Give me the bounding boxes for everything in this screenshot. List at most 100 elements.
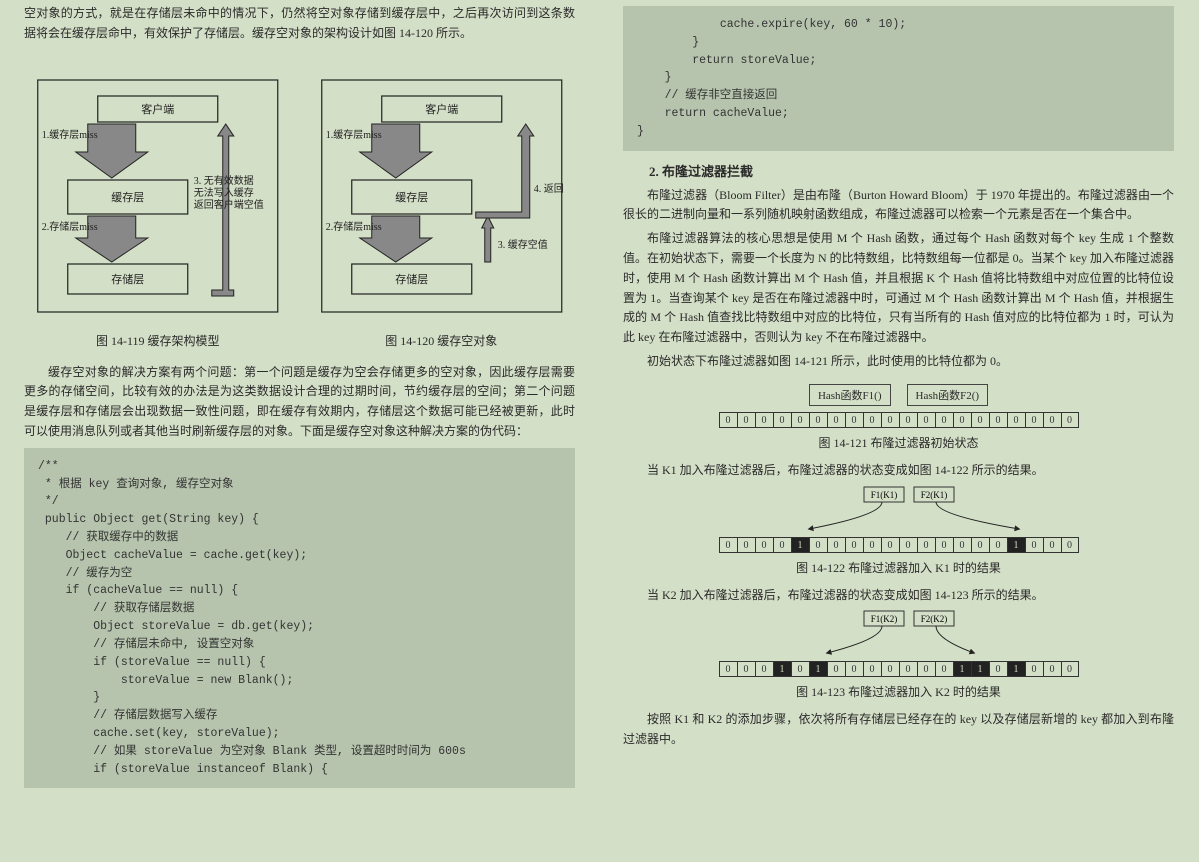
bit-cell: 0	[989, 661, 1007, 677]
bit-cell: 1	[1007, 661, 1025, 677]
annot: 3. 缓存空值	[497, 238, 547, 251]
section-heading: 2. 布隆过滤器拦截	[623, 161, 1174, 180]
bit-cell: 0	[917, 661, 935, 677]
bit-cell: 0	[827, 537, 845, 553]
bit-cell: 0	[971, 412, 989, 428]
box-label: 客户端	[141, 102, 174, 116]
figure-caption: 图 14-119 缓存架构模型	[24, 332, 292, 349]
bit-cell: 1	[773, 661, 791, 677]
paragraph: 当 K2 加入布隆过滤器后，布隆过滤器的状态变成如图 14-123 所示的结果。	[623, 586, 1174, 606]
annot: 1.缓存层miss	[325, 128, 381, 141]
bit-cell: 0	[899, 412, 917, 428]
bit-cell: 0	[917, 537, 935, 553]
bit-cell: 0	[791, 412, 809, 428]
bit-cell: 0	[863, 412, 881, 428]
bit-cell: 0	[755, 412, 773, 428]
bit-cell: 0	[1061, 412, 1079, 428]
annot: 4. 返回	[533, 183, 563, 195]
paragraph: 布隆过滤器算法的核心思想是使用 M 个 Hash 函数，通过每个 Hash 函数…	[623, 229, 1174, 348]
bit-cell: 0	[881, 412, 899, 428]
annot: 2.存储层miss	[325, 220, 381, 233]
box-label: 缓存层	[395, 190, 428, 204]
bit-cell: 0	[719, 661, 737, 677]
bit-cell: 0	[755, 537, 773, 553]
bit-cell: 0	[1061, 537, 1079, 553]
bit-cell: 0	[809, 537, 827, 553]
bit-cell: 0	[1061, 661, 1079, 677]
paragraph: 初始状态下布隆过滤器如图 14-121 所示，此时使用的比特位都为 0。	[623, 352, 1174, 372]
bit-cell: 1	[791, 537, 809, 553]
bit-cell: 0	[899, 537, 917, 553]
annot: 2.存储层miss	[42, 220, 98, 233]
bit-cell: 0	[1007, 412, 1025, 428]
bloom-arrows-122: F1(K1) F2(K1)	[719, 485, 1079, 533]
bit-cell: 0	[737, 412, 755, 428]
bit-cell: 0	[917, 412, 935, 428]
bitarray-123: 00010100000001101000	[623, 661, 1174, 677]
diagram-14-119: 客户端 缓存层 存储层 1.缓存层miss 2.存储层miss 3. 无有效数据…	[24, 52, 292, 359]
paragraph: 当 K1 加入布隆过滤器后，布隆过滤器的状态变成如图 14-122 所示的结果。	[623, 461, 1174, 481]
figure-caption: 图 14-123 布隆过滤器加入 K2 时的结果	[623, 683, 1174, 700]
bit-cell: 0	[1025, 412, 1043, 428]
figure-caption: 图 14-121 布隆过滤器初始状态	[623, 434, 1174, 451]
bit-cell: 1	[1007, 537, 1025, 553]
bit-cell: 0	[881, 537, 899, 553]
bit-cell: 0	[737, 537, 755, 553]
bitarray-122: 00001000000000001000	[623, 537, 1174, 553]
bit-cell: 0	[863, 537, 881, 553]
bit-cell: 0	[845, 537, 863, 553]
bit-cell: 0	[953, 412, 971, 428]
page-left: 空对象的方式，就是在存储层未命中的情况下，仍然将空对象存储到缓存层中，之后再次访…	[0, 0, 599, 862]
paragraph: 空对象的方式，就是在存储层未命中的情况下，仍然将空对象存储到缓存层中，之后再次访…	[24, 4, 575, 44]
bit-cell: 0	[791, 661, 809, 677]
bit-cell: 0	[971, 537, 989, 553]
annot: 无法写入缓存	[194, 186, 254, 199]
bit-cell: 0	[935, 412, 953, 428]
bit-cell: 0	[881, 661, 899, 677]
annot: 返回客户端空值	[194, 198, 264, 211]
bit-cell: 0	[953, 537, 971, 553]
bit-cell: 0	[1043, 661, 1061, 677]
bit-cell: 0	[737, 661, 755, 677]
box-label: 缓存层	[111, 190, 144, 204]
bit-cell: 0	[899, 661, 917, 677]
box-label: 存储层	[395, 272, 428, 286]
bit-cell: 0	[935, 537, 953, 553]
page-right: cache.expire(key, 60 * 10); } return sto…	[599, 0, 1198, 862]
hashbox: Hash函数F1()	[809, 384, 891, 406]
bit-cell: 0	[989, 412, 1007, 428]
svg-text:F2(K1): F2(K1)	[920, 490, 947, 500]
box-label: 客户端	[425, 102, 458, 116]
bit-cell: 0	[1043, 537, 1061, 553]
svg-text:F1(K2): F1(K2)	[870, 614, 897, 624]
bit-cell: 0	[719, 537, 737, 553]
bit-cell: 0	[989, 537, 1007, 553]
paragraph: 布隆过滤器（Bloom Filter）是由布隆（Burton Howard Bl…	[623, 186, 1174, 226]
annot: 3. 无有效数据	[194, 174, 254, 187]
bloom-arrows-123: F1(K2) F2(K2)	[719, 609, 1079, 657]
bitarray-121: 00000000000000000000	[623, 412, 1174, 428]
bit-cell: 1	[809, 661, 827, 677]
bit-cell: 0	[935, 661, 953, 677]
bit-cell: 0	[827, 412, 845, 428]
hashbox: Hash函数F2()	[907, 384, 989, 406]
code-block-left: /** * 根据 key 查询对象, 缓存空对象 */ public Objec…	[24, 448, 575, 789]
bit-cell: 0	[845, 661, 863, 677]
paragraph: 按照 K1 和 K2 的添加步骤，依次将所有存储层已经存在的 key 以及存储层…	[623, 710, 1174, 750]
bit-cell: 0	[845, 412, 863, 428]
box-label: 存储层	[111, 272, 144, 286]
bit-cell: 0	[773, 537, 791, 553]
svg-text:F2(K2): F2(K2)	[920, 614, 947, 624]
bit-cell: 0	[827, 661, 845, 677]
code-block-right: cache.expire(key, 60 * 10); } return sto…	[623, 6, 1174, 151]
bit-cell: 0	[1043, 412, 1061, 428]
bit-cell: 0	[863, 661, 881, 677]
bit-cell: 0	[1025, 661, 1043, 677]
bit-cell: 0	[773, 412, 791, 428]
bit-cell: 0	[1025, 537, 1043, 553]
hash-func-boxes: Hash函数F1() Hash函数F2()	[623, 384, 1174, 406]
bit-cell: 0	[719, 412, 737, 428]
bit-cell: 0	[755, 661, 773, 677]
bit-cell: 1	[953, 661, 971, 677]
bit-cell: 1	[971, 661, 989, 677]
